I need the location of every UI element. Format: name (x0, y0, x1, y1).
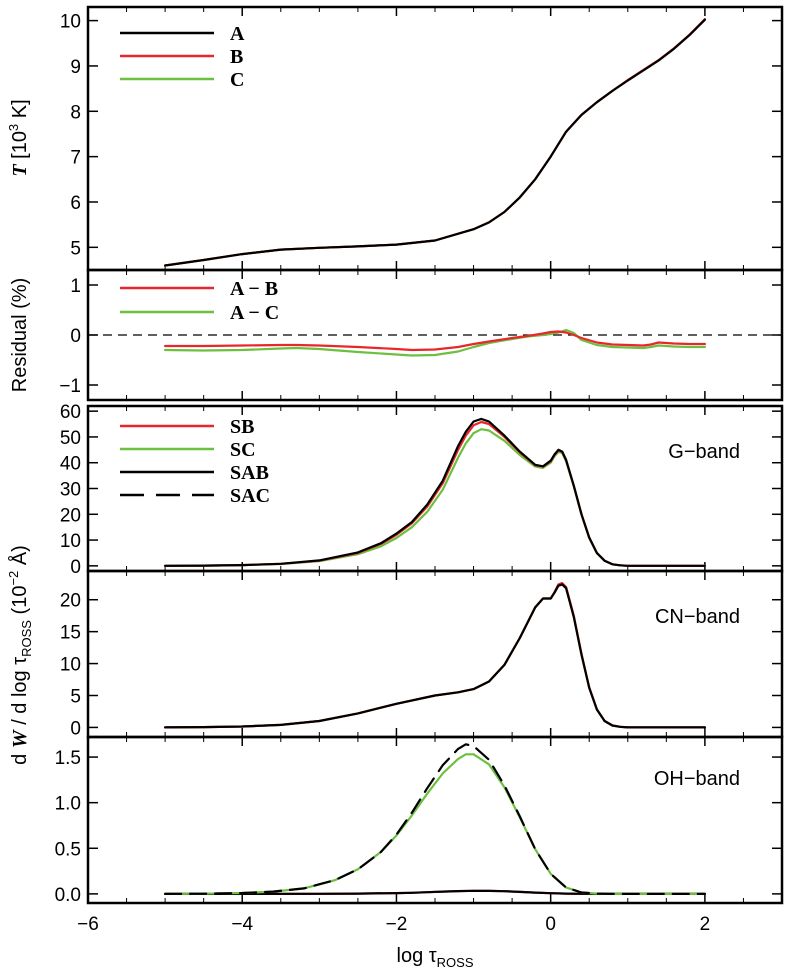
legend-label: A − C (230, 302, 279, 324)
residual-y-axis-label: Residual (%) (9, 278, 31, 392)
y-tick-label: 0 (70, 326, 81, 347)
legend-label: SAC (230, 485, 270, 507)
y-tick-label: 0 (70, 557, 81, 578)
series-line-a-b (164, 330, 707, 352)
y-tick-label: 5 (70, 238, 81, 259)
legend-label: SAB (230, 462, 269, 484)
series-line-sac (164, 743, 707, 896)
panel-g-band-series (164, 417, 707, 567)
legend-label: A − B (230, 278, 278, 300)
y-tick-label: 6 (70, 193, 81, 214)
x-axis-label: log τROSS (397, 945, 474, 970)
y-tick-label: 5 (70, 687, 81, 708)
x-tick-label: −4 (231, 914, 253, 935)
series-line-sb (164, 581, 707, 729)
y-tick-label: 1.5 (55, 748, 81, 769)
g-band-label: G−band (668, 441, 740, 463)
x-tick-label: 2 (700, 914, 711, 935)
panel-temperature-series (164, 18, 707, 267)
legend-label: SB (230, 416, 254, 438)
y-tick-label: 40 (60, 454, 81, 475)
y-tick-label: 0 (70, 718, 81, 739)
panel-oh-band-series (164, 743, 707, 896)
oh-band-label: OH−band (654, 768, 740, 790)
y-tick-label: 7 (70, 148, 81, 169)
legend-label: SC (230, 439, 256, 461)
panel-residual-legend: A − BA − C (120, 278, 279, 324)
panel-oh-band-frame (86, 735, 784, 905)
series-line-sc (164, 583, 707, 729)
y-tick-label: 10 (60, 531, 81, 552)
panel-temperature: 5 6 7 8 9 10 ABC T [103 K] (6, 5, 784, 272)
cn-band-label: CN−band (655, 606, 740, 628)
panel-oh-band-ticks: 0.0 0.5 1.0 1.5 (55, 737, 783, 906)
x-tick-label: −6 (77, 914, 99, 935)
y-tick-label: 0.0 (55, 885, 81, 906)
y-tick-label: 30 (60, 480, 81, 501)
y-tick-label: 20 (60, 591, 81, 612)
y-tick-label: −1 (59, 376, 81, 397)
x-tick-label: 0 (545, 914, 556, 935)
series-line-b (164, 18, 707, 267)
y-tick-label: 8 (70, 102, 81, 123)
panel-g-band-ticks: 0 10 20 30 40 50 60 (60, 402, 783, 578)
x-tick-label: −2 (386, 914, 408, 935)
panel-cn-band-frame (86, 569, 784, 739)
y-tick-label: 10 (60, 12, 81, 33)
y-tick-label: 1.0 (55, 794, 81, 815)
y-tick-label: 1 (70, 276, 81, 297)
y-tick-label: 60 (60, 402, 81, 423)
panel-oh-band: 0.0 0.5 1.0 1.5 OH−band (55, 735, 784, 906)
panel-g-band-frame (86, 404, 784, 573)
panel-temperature-ticks: 5 6 7 8 9 10 (60, 7, 783, 270)
panel-cn-band-series (164, 581, 707, 729)
y-tick-label: 10 (60, 655, 81, 676)
series-line-c (164, 18, 707, 267)
y-tick-label: 0.5 (55, 839, 81, 860)
y-tick-label: 9 (70, 57, 81, 78)
equivalent-width-y-axis-label: d W / d log τROSS (10−2 Å) (6, 545, 34, 765)
legend-label: C (230, 69, 244, 91)
panel-residual: −1 0 1 A − BA − C Residual (%) (9, 268, 784, 402)
series-line-a-c (164, 328, 707, 357)
series-line-sab (164, 417, 707, 567)
panel-cn-band-ticks: 0 5 10 15 20 (60, 571, 783, 739)
y-tick-label: 15 (60, 623, 81, 644)
legend-label: A (230, 23, 245, 45)
panel-residual-ticks: −1 0 1 (59, 270, 783, 400)
panel-temperature-legend: ABC (120, 23, 245, 91)
series-line-sab (164, 583, 707, 729)
temperature-y-axis-label: T [103 K] (6, 99, 31, 176)
series-line-a (164, 18, 707, 267)
series-line-sc (164, 753, 707, 896)
panel-residual-series (164, 328, 707, 357)
y-tick-label: 50 (60, 428, 81, 449)
y-tick-label: 20 (60, 505, 81, 526)
legend-label: B (230, 46, 243, 68)
panel-cn-band: 0 5 10 15 20 CN−band (60, 569, 784, 739)
x-tick-labels: −6 −4 −2 0 2 (77, 914, 710, 935)
